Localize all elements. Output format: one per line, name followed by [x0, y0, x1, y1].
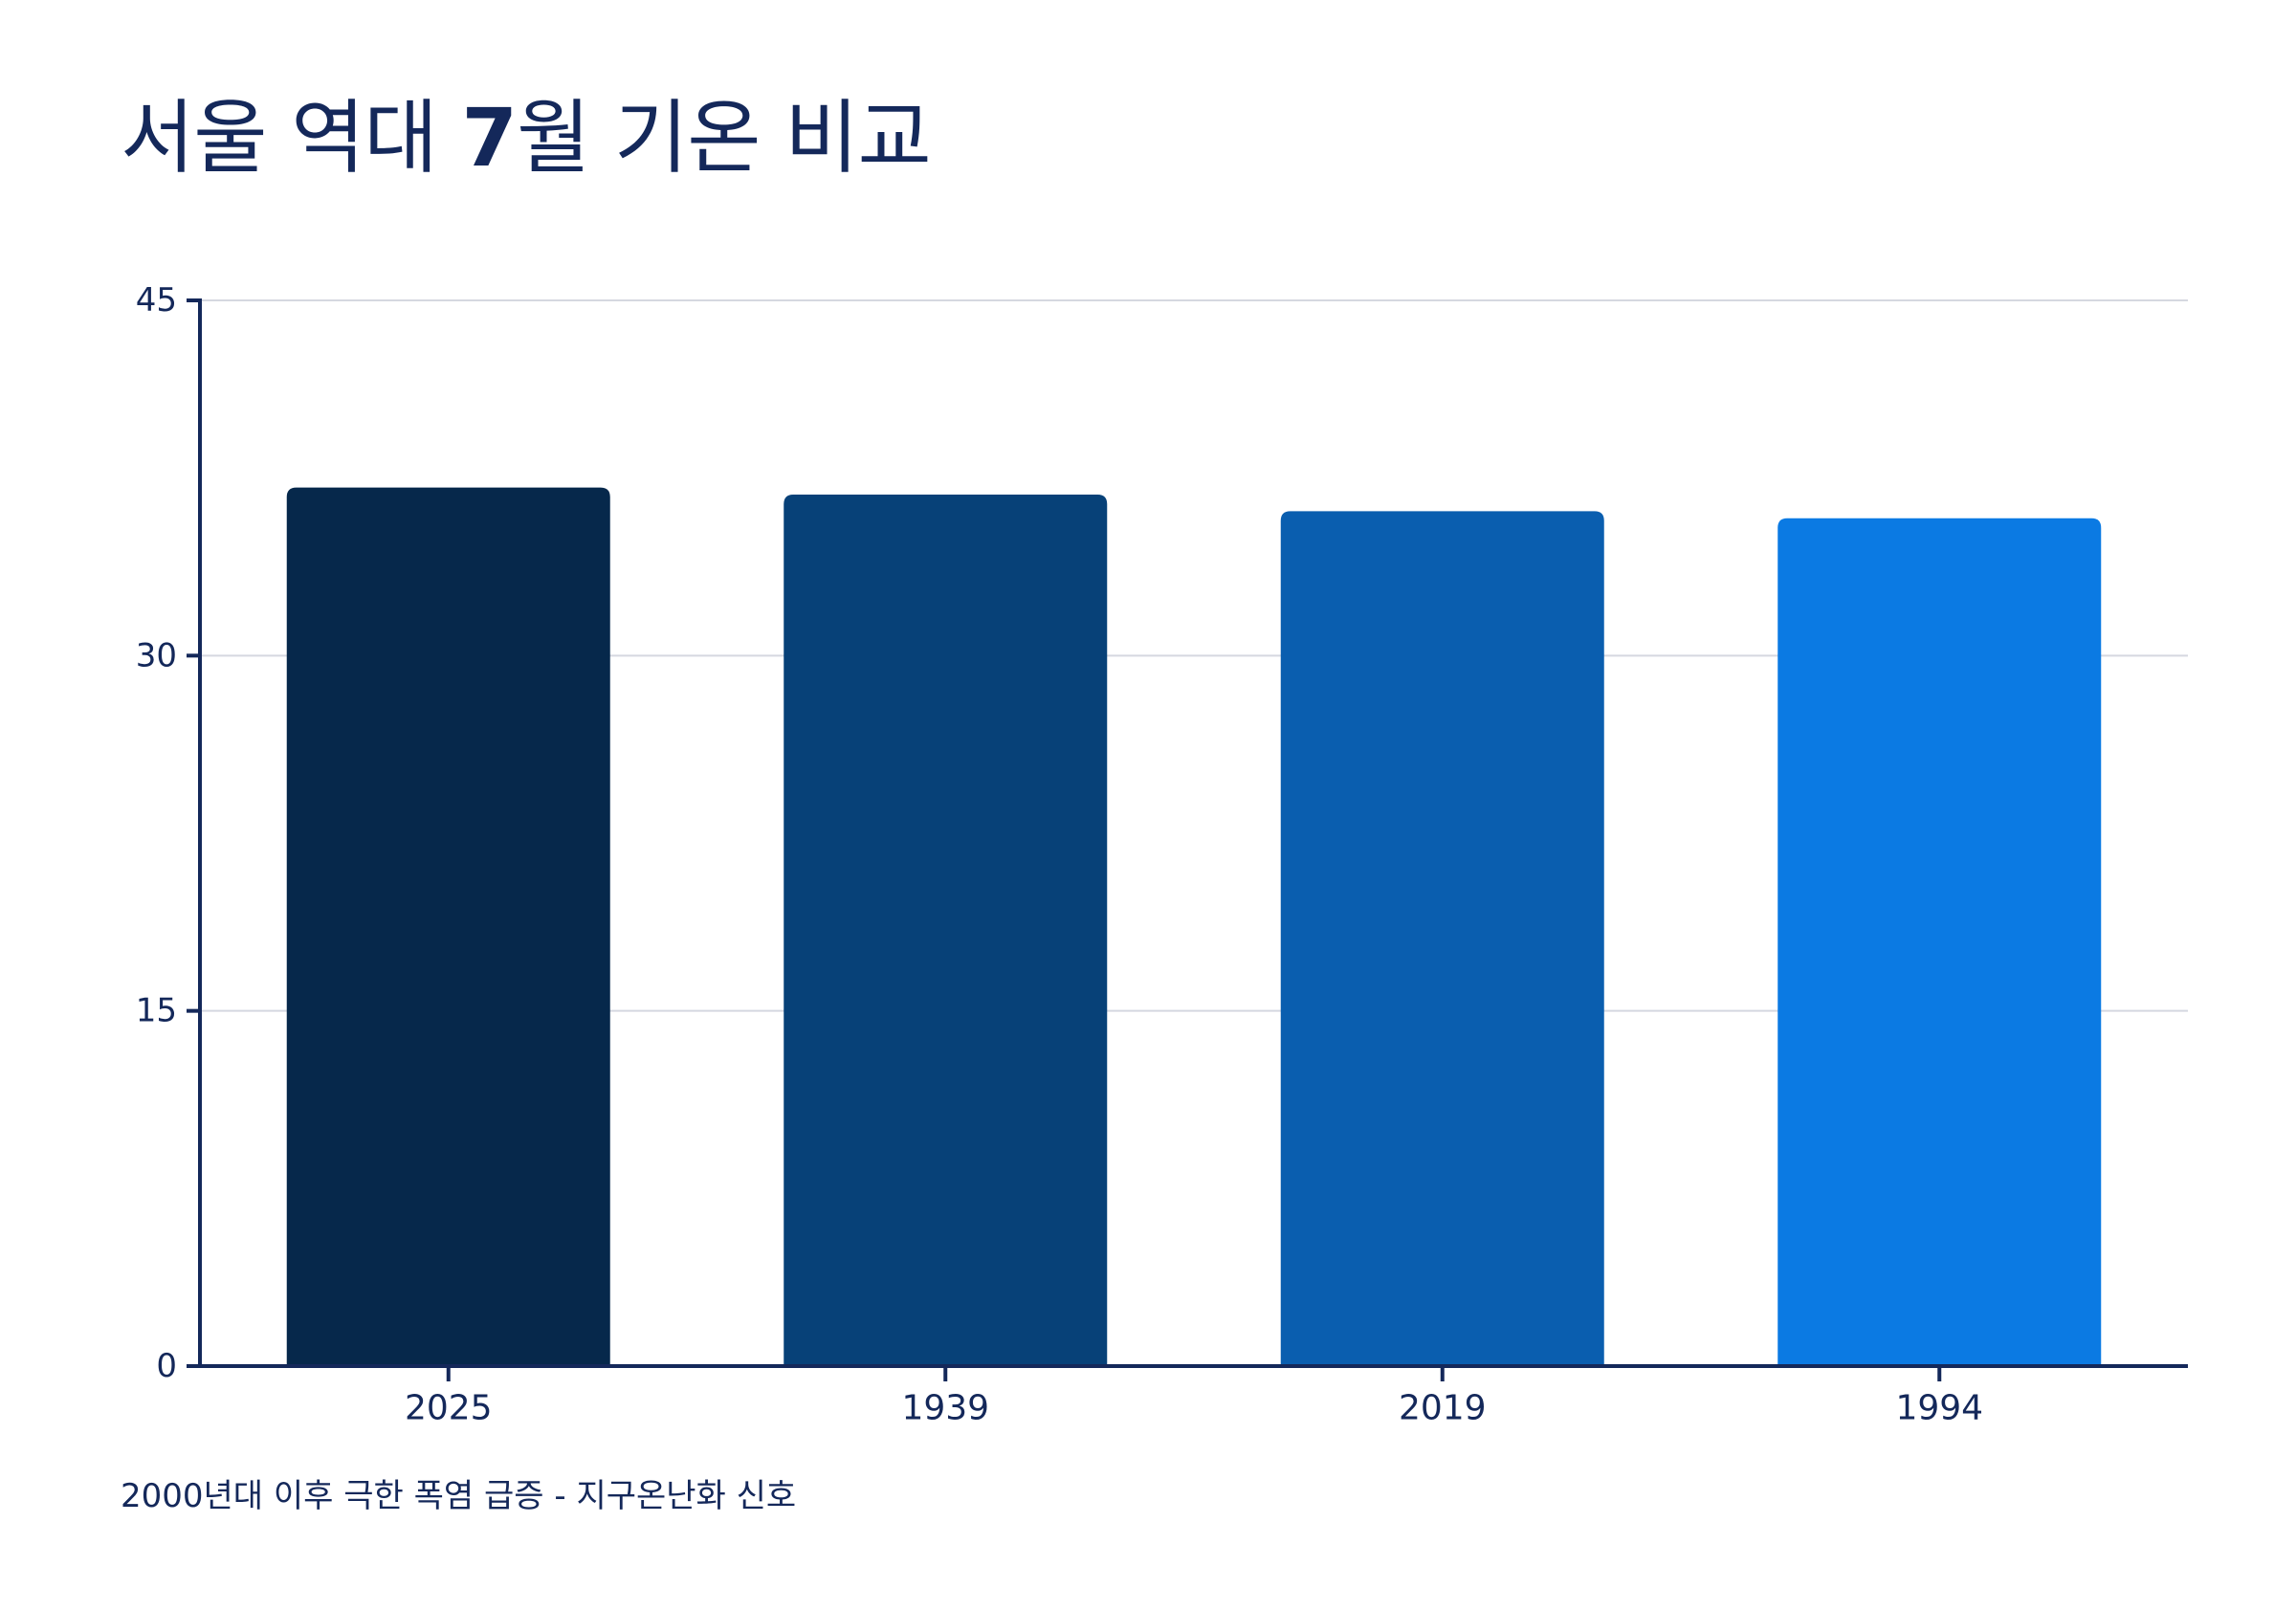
y-tick-label: 15 [136, 992, 177, 1030]
y-tick-label: 0 [156, 1347, 177, 1385]
bar-1994 [1777, 518, 2102, 1366]
x-tick-label: 1994 [1895, 1389, 1983, 1428]
chart-title: 서울 역대 7월 기온 비교 [121, 91, 932, 185]
x-tick-label: 1939 [901, 1389, 989, 1428]
x-tick-label: 2025 [405, 1389, 493, 1428]
y-tick-label: 30 [136, 636, 177, 674]
bar-2025 [286, 487, 610, 1367]
bar-1939 [784, 494, 1108, 1366]
chart-footnote: 2000년대 이후 극한 폭염 급증 - 지구온난화 신호 [121, 1477, 797, 1515]
title-prefix: 서울 역대 [121, 91, 462, 185]
title-month-number: 7 [461, 91, 518, 185]
title-suffix: 월 기온 비교 [516, 91, 932, 185]
y-tick-label: 45 [136, 281, 177, 320]
x-tick-label: 2019 [1399, 1389, 1487, 1428]
bar-2019 [1280, 511, 1604, 1366]
